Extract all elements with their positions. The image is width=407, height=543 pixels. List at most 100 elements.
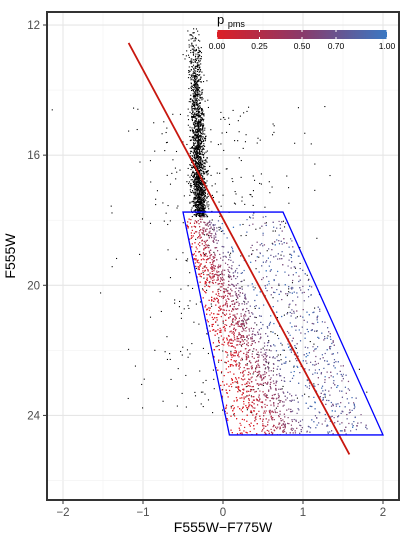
field-star-point <box>137 108 139 110</box>
field-star-point <box>206 233 208 235</box>
field-star-point <box>252 249 254 252</box>
upper-ms-point <box>196 209 198 211</box>
upper-ms-point <box>193 149 195 152</box>
field-star-point <box>229 254 231 256</box>
upper-ms-point <box>196 64 198 66</box>
field-star-point <box>180 350 182 353</box>
upper-ms-point <box>193 91 195 93</box>
field-star-point <box>241 359 244 361</box>
field-star-point <box>239 115 241 117</box>
upper-ms-point <box>200 138 202 140</box>
field-star-point <box>210 129 212 131</box>
upper-ms-point <box>197 148 199 151</box>
upper-ms-point <box>200 122 202 124</box>
upper-ms-point <box>198 152 200 154</box>
field-star-point <box>212 228 214 230</box>
upper-ms-point <box>191 48 193 50</box>
field-star-point <box>154 349 156 351</box>
upper-ms-point <box>199 94 201 96</box>
field-star-point <box>136 128 138 131</box>
upper-ms-point <box>195 169 197 171</box>
field-star-point <box>282 220 285 222</box>
field-star-point <box>155 198 157 200</box>
upper-ms-point <box>194 40 196 42</box>
upper-ms-point <box>198 152 201 154</box>
upper-ms-point <box>199 192 201 194</box>
field-star-point <box>232 180 234 183</box>
upper-ms-point <box>197 209 200 211</box>
upper-ms-point <box>198 196 200 198</box>
upper-ms-point <box>199 166 201 168</box>
field-star-point <box>271 242 273 244</box>
upper-ms-point <box>201 184 203 186</box>
upper-ms-point <box>188 182 190 185</box>
upper-ms-point <box>195 89 197 91</box>
upper-ms-point <box>191 166 193 168</box>
upper-ms-point <box>195 209 197 211</box>
upper-ms-point <box>192 48 194 50</box>
upper-ms-point <box>200 58 202 60</box>
field-star-point <box>213 388 215 390</box>
field-star-point <box>189 272 191 274</box>
upper-ms-point <box>191 100 193 102</box>
upper-ms-point <box>193 124 195 126</box>
upper-ms-point <box>202 202 204 204</box>
field-star-point <box>254 287 256 289</box>
field-star-point <box>172 113 174 115</box>
field-star-point <box>272 230 274 232</box>
field-star-point <box>243 279 245 281</box>
upper-ms-point <box>198 108 200 110</box>
upper-ms-point <box>204 173 206 175</box>
upper-ms-point <box>188 74 190 76</box>
upper-ms-point <box>201 107 203 110</box>
upper-ms-point <box>199 91 201 93</box>
upper-ms-point <box>194 77 196 79</box>
upper-ms-point <box>194 117 196 119</box>
upper-ms-point <box>200 56 202 58</box>
upper-ms-point <box>204 139 207 141</box>
upper-ms-point <box>192 32 194 34</box>
upper-ms-point <box>193 72 195 74</box>
upper-ms-point <box>196 152 198 154</box>
upper-ms-point <box>195 44 197 46</box>
upper-ms-point <box>193 180 195 182</box>
upper-ms-point <box>201 118 203 121</box>
upper-ms-point <box>193 114 195 117</box>
upper-ms-point <box>193 116 195 118</box>
upper-ms-point <box>197 73 199 76</box>
field-star-point <box>216 191 218 193</box>
upper-ms-point <box>193 166 195 169</box>
upper-ms-point <box>202 81 205 83</box>
grid <box>47 12 399 500</box>
upper-ms-point <box>197 84 199 86</box>
upper-ms-point <box>195 160 197 162</box>
field-star-point <box>176 405 178 407</box>
upper-ms-point <box>194 146 196 148</box>
field-star-point <box>273 125 275 127</box>
upper-ms-point <box>202 157 205 159</box>
field-star-point <box>238 157 240 159</box>
upper-ms-point <box>200 165 202 167</box>
upper-ms-point <box>199 102 201 104</box>
upper-ms-point <box>203 204 205 206</box>
upper-ms-point <box>195 151 197 153</box>
upper-ms-point <box>204 189 206 191</box>
field-star-point <box>228 123 231 125</box>
upper-ms-point <box>196 139 198 142</box>
upper-ms-point <box>189 155 192 157</box>
upper-ms-point <box>198 148 200 150</box>
upper-ms-point <box>196 154 198 156</box>
upper-ms-point <box>193 174 196 176</box>
upper-ms-point <box>200 76 202 78</box>
field-star-point <box>304 393 306 395</box>
upper-ms-point <box>194 197 196 199</box>
upper-ms-point <box>195 28 198 30</box>
upper-ms-point <box>194 55 197 57</box>
upper-ms-point <box>196 122 198 124</box>
field-star-point <box>143 378 145 380</box>
upper-ms-point <box>204 182 206 184</box>
upper-ms-point <box>204 194 206 196</box>
field-star-point <box>280 359 282 361</box>
field-star-point <box>242 147 244 149</box>
field-star-point <box>296 316 298 318</box>
